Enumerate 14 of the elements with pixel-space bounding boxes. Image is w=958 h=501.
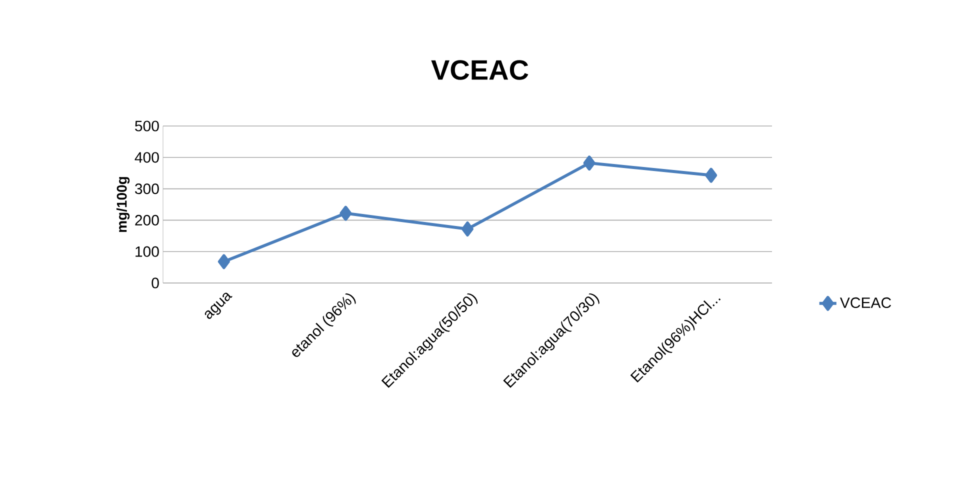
y-tick-label: 200 — [135, 214, 159, 226]
y-axis-title: mg/100g — [116, 177, 130, 232]
point — [583, 156, 596, 171]
y-tick-label: 300 — [135, 183, 159, 194]
point — [462, 221, 474, 236]
y-tick-label: 400 — [134, 152, 159, 163]
point — [705, 168, 718, 183]
chart-title: VCEAC — [431, 60, 528, 80]
y-tick-label: 500 — [135, 120, 159, 132]
point — [340, 206, 352, 221]
point — [218, 254, 230, 270]
y-tick-label: 0 — [152, 278, 159, 288]
y-tick-label: 100 — [136, 246, 159, 257]
legend-label: VCEAC — [840, 297, 892, 308]
